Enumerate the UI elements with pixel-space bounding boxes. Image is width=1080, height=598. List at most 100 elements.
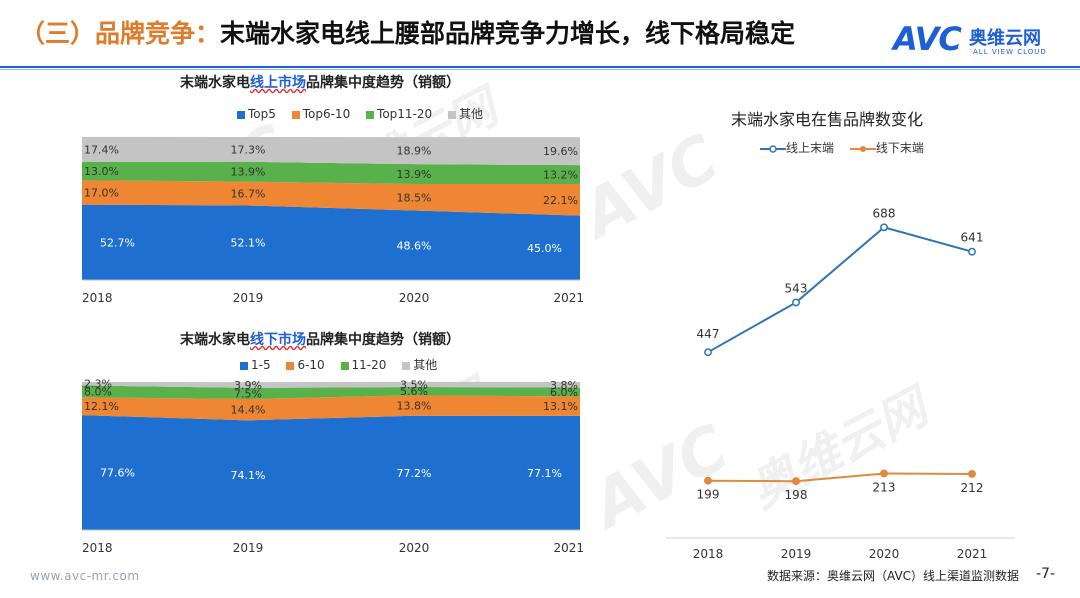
series-line-1 bbox=[707, 226, 973, 354]
legend-label: 11-20 bbox=[351, 358, 387, 372]
legend-swatch bbox=[286, 361, 295, 370]
area-band-2 bbox=[82, 180, 580, 216]
area-band-2 bbox=[82, 395, 580, 421]
data-point bbox=[880, 469, 888, 478]
data-label: 77.2% bbox=[397, 467, 432, 480]
data-label: 14.4% bbox=[231, 404, 266, 417]
data-label: 22.1% bbox=[543, 194, 578, 207]
data-label: 13.2% bbox=[543, 169, 578, 182]
chart-online-title-post: 品牌集中度趋势（销额） bbox=[306, 75, 460, 91]
chart-online-title-highlight: 线上市场 bbox=[250, 75, 306, 91]
data-label: 8.0% bbox=[84, 385, 112, 398]
data-label: 213 bbox=[873, 480, 896, 494]
data-label: 543 bbox=[785, 281, 808, 295]
data-label: 77.1% bbox=[527, 467, 562, 480]
area-band-1 bbox=[82, 415, 580, 530]
x-tick-label: 2021 bbox=[553, 291, 584, 305]
x-tick-label: 2019 bbox=[233, 291, 264, 305]
x-tick-label: 2021 bbox=[553, 541, 584, 555]
area-band-1 bbox=[82, 204, 580, 280]
data-label: 3.9% bbox=[234, 379, 262, 392]
legend-swatch bbox=[447, 110, 456, 119]
x-tick-label: 2020 bbox=[399, 541, 430, 555]
data-point bbox=[968, 470, 976, 478]
legend-swatch bbox=[366, 110, 375, 119]
legend-line-marker bbox=[760, 144, 786, 153]
data-label: 13.9% bbox=[397, 168, 432, 181]
data-label: 2.3% bbox=[84, 378, 112, 391]
chart-offline-title-post: 品牌集中度趋势（销额） bbox=[306, 332, 460, 348]
legend-label: 1-5 bbox=[251, 358, 271, 372]
data-label: 77.6% bbox=[100, 467, 135, 480]
chart-online-legend: Top5 Top6-10 Top11-20 其他 bbox=[237, 105, 495, 122]
data-label: 641 bbox=[961, 231, 984, 245]
x-tick-label: 2020 bbox=[399, 291, 430, 305]
data-label: 13.1% bbox=[543, 400, 578, 413]
chart-offline-title-highlight: 线下市场 bbox=[250, 332, 306, 348]
data-label: 74.1% bbox=[231, 469, 266, 482]
legend-item: Top11-20 bbox=[366, 107, 432, 121]
chart-brands-legend: 线上末端 线下末端 bbox=[760, 139, 936, 156]
data-label: 6.0% bbox=[550, 386, 578, 399]
legend-swatch bbox=[402, 361, 411, 370]
chart-brands-title: 末端水家电在售品牌数变化 bbox=[731, 110, 924, 129]
data-label: 688 bbox=[873, 206, 896, 220]
header-divider bbox=[0, 66, 1080, 68]
page-title: （三）品牌竞争：末端水家电线上腰部品牌竞争力增长，线下格局稳定 bbox=[20, 14, 795, 50]
legend-label: 线下末端 bbox=[875, 141, 924, 155]
legend-swatch bbox=[340, 361, 349, 370]
area-band-4 bbox=[82, 381, 580, 388]
data-label: 447 bbox=[697, 327, 720, 341]
data-label: 17.3% bbox=[231, 143, 266, 156]
avc-logo-mark: AVC bbox=[893, 20, 962, 58]
legend-label: Top11-20 bbox=[377, 107, 433, 121]
data-label: 3.5% bbox=[400, 378, 428, 391]
area-band-3 bbox=[82, 385, 580, 400]
legend-line-marker bbox=[849, 145, 876, 152]
chart-offline-title-pre: 末端水家电 bbox=[180, 332, 250, 348]
data-label: 52.7% bbox=[100, 236, 135, 249]
area-band-3 bbox=[82, 161, 580, 185]
legend-swatch bbox=[237, 110, 245, 119]
data-label: 52.1% bbox=[231, 237, 266, 250]
data-label: 13.9% bbox=[231, 166, 266, 179]
data-label: 16.7% bbox=[231, 188, 266, 201]
legend-label: Top5 bbox=[248, 107, 276, 121]
data-label: 48.6% bbox=[397, 239, 432, 252]
data-label: 7.5% bbox=[234, 387, 262, 400]
x-tick-label: 2018 bbox=[82, 541, 113, 555]
x-tick-label: 2018 bbox=[82, 291, 113, 305]
legend-item: 线上末端 bbox=[760, 139, 834, 156]
page-title-prefix: （三）品牌竞争： bbox=[20, 19, 221, 48]
x-tick-label: 2019 bbox=[233, 541, 264, 555]
legend-item: 线下末端 bbox=[849, 139, 924, 156]
data-label: 199 bbox=[697, 488, 720, 502]
data-label: 17.4% bbox=[84, 143, 119, 156]
data-point bbox=[704, 476, 712, 485]
chart-offline-legend: 1-5 6-10 11-20 其他 bbox=[240, 356, 449, 373]
header-divider-thin bbox=[0, 69, 1080, 70]
legend-item: 其他 bbox=[402, 356, 437, 373]
data-label: 3.8% bbox=[550, 379, 578, 392]
data-label: 212 bbox=[961, 481, 984, 495]
data-label: 18.9% bbox=[397, 145, 432, 158]
x-tick-label: 2019 bbox=[781, 547, 812, 561]
area-band-4 bbox=[82, 136, 580, 166]
data-label: 19.6% bbox=[543, 145, 578, 158]
legend-label: 线上末端 bbox=[786, 141, 835, 155]
x-tick-label: 2021 bbox=[957, 547, 988, 561]
data-label: 45.0% bbox=[527, 242, 562, 255]
chart-online-title: 末端水家电线上市场品牌集中度趋势（销额） bbox=[180, 72, 460, 92]
data-point bbox=[968, 247, 976, 256]
data-point bbox=[880, 223, 888, 232]
legend-label: Top6-10 bbox=[302, 107, 351, 121]
x-tick-label: 2018 bbox=[693, 547, 724, 561]
legend-item: 其他 bbox=[447, 105, 483, 122]
page-number: -7- bbox=[1036, 566, 1056, 582]
legend-swatch bbox=[291, 110, 300, 119]
legend-item: Top5 bbox=[237, 107, 276, 121]
avc-logo-en: ALL VIEW CLOUD bbox=[973, 48, 1047, 56]
